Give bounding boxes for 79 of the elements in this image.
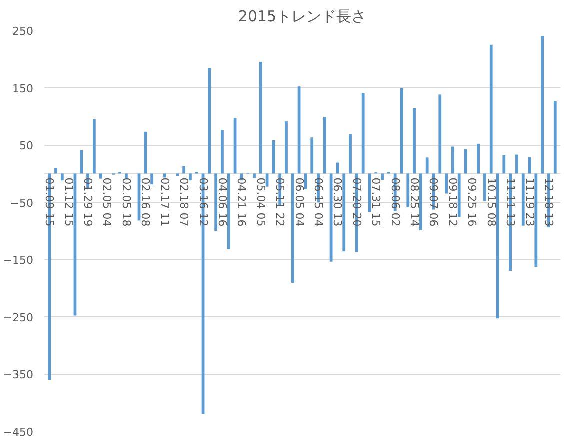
x-tick-label: 08.25 14 (408, 178, 422, 227)
bar (406, 174, 410, 208)
y-tick-label: −450 (3, 426, 34, 439)
bar (221, 130, 224, 174)
bar (80, 150, 84, 174)
bar (214, 174, 218, 231)
x-tick-label: 01.09 15 (43, 178, 56, 227)
x-tick-label: 02.17 11 (158, 178, 172, 227)
bar (323, 117, 326, 174)
bar (208, 68, 212, 174)
bar (227, 174, 230, 250)
bar (60, 174, 64, 181)
bar (150, 174, 154, 185)
bar (490, 44, 493, 174)
bar (182, 166, 186, 174)
bar (92, 119, 96, 174)
bar (253, 174, 256, 178)
x-tick-label: 07.20 20 (350, 178, 364, 227)
bar (413, 108, 416, 174)
chart-title: 2015トレンド長さ (238, 8, 367, 26)
y-tick-label: −350 (3, 368, 34, 382)
bar (381, 174, 384, 180)
bar (484, 174, 486, 202)
x-tick-label: 06.15 04 (312, 178, 326, 227)
bar (522, 174, 525, 226)
bar (144, 132, 148, 174)
bar (452, 146, 454, 174)
x-tick-label: 03.16 12 (196, 178, 210, 227)
x-tick-label: 04.21 16 (235, 178, 248, 227)
y-tick-label: 150 (12, 82, 34, 96)
bar (176, 174, 180, 176)
y-tick-label: −250 (3, 311, 34, 324)
x-tick-label: 02.05 04 (100, 178, 114, 227)
bar (99, 174, 102, 179)
bar (426, 158, 429, 174)
y-tick-label: 50 (20, 140, 34, 153)
bar (54, 168, 58, 174)
bar (534, 174, 538, 268)
bar (310, 138, 314, 174)
x-tick-label: 09.25 16 (466, 178, 479, 227)
x-tick-label: 09.07 06 (427, 178, 440, 227)
bar (259, 62, 262, 174)
x-tick-label: 02.18 07 (178, 178, 191, 227)
bar (125, 174, 128, 179)
bar (291, 174, 294, 284)
bar (502, 155, 506, 174)
x-tick-label: 02.05 18 (120, 178, 133, 227)
bar (349, 134, 352, 174)
x-tick-label: 05.11 22 (274, 178, 287, 227)
bar (541, 36, 544, 174)
x-tick-label: 06.05 04 (292, 178, 306, 227)
x-tick-label: 11.11 13 (504, 178, 518, 227)
x-tick-label: 07.31 15 (370, 178, 383, 227)
bar (419, 174, 422, 230)
bar (477, 144, 480, 174)
bar (285, 122, 288, 174)
x-tick-label: 09.18 12 (446, 178, 460, 227)
y-tick-label: −50 (10, 196, 34, 210)
x-tick-label: 08.06 02 (388, 178, 402, 227)
bar (362, 92, 365, 174)
bar (554, 100, 557, 174)
x-tick-label: 01.29 19 (82, 178, 95, 227)
x-tick-label: 06.30 13 (331, 178, 344, 227)
y-tick-label: −150 (3, 254, 34, 268)
x-tick-label: 04.06 16 (216, 178, 229, 227)
bar (445, 174, 448, 194)
bar (438, 94, 442, 174)
x-tick-label: 02.16 08 (139, 178, 152, 227)
x-tick-label: 05.04 05 (254, 178, 268, 227)
x-tick-label: 12.18 13 (542, 178, 556, 227)
bar (342, 174, 346, 252)
y-tick-label: 250 (12, 25, 34, 38)
bar (458, 174, 461, 218)
x-tick-label: 10.15 08 (484, 178, 498, 227)
x-tick-label: 11.19 23 (523, 178, 536, 227)
x-tick-label: 01.12 15 (62, 178, 76, 227)
bar (163, 174, 166, 178)
bar (189, 174, 192, 181)
bar (516, 154, 518, 174)
